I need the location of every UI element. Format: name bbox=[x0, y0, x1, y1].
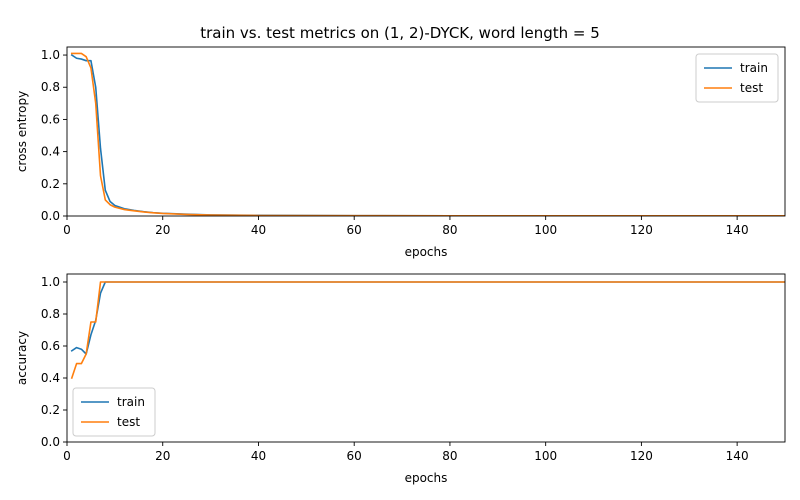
acc-x-tick-label: 40 bbox=[251, 449, 266, 463]
ce-legend-label-test: test bbox=[740, 81, 763, 95]
acc-legend: train test bbox=[72, 387, 156, 437]
acc-legend-label-train: train bbox=[117, 395, 145, 409]
acc-y-tick-label: 0.0 bbox=[41, 435, 60, 449]
ce-legend-box bbox=[695, 53, 779, 103]
acc-legend-label-test: test bbox=[117, 415, 140, 429]
acc-x-tick-label: 120 bbox=[630, 449, 653, 463]
acc-y-tick-label: 1.0 bbox=[41, 275, 60, 289]
acc-y-axis-label: accuracy bbox=[15, 331, 29, 385]
ce-axes-frame bbox=[66, 46, 786, 217]
ce-x-tick-label: 20 bbox=[155, 223, 170, 237]
ce-y-tick-label: 0.6 bbox=[41, 112, 60, 126]
ce-y-tick-label: 0.8 bbox=[41, 80, 60, 94]
figure-title: train vs. test metrics on (1, 2)-DYCK, w… bbox=[200, 24, 600, 42]
acc-x-tick-label: 20 bbox=[155, 449, 170, 463]
ce-legend: train test bbox=[695, 53, 779, 103]
acc-axes-frame bbox=[66, 273, 786, 443]
ce-x-axis-label: epochs bbox=[405, 245, 448, 259]
acc-x-tick-label: 140 bbox=[726, 449, 749, 463]
acc-y-tick-label: 0.8 bbox=[41, 307, 60, 321]
acc-plot-area bbox=[70, 281, 785, 380]
ce-x-tick-label: 40 bbox=[251, 223, 266, 237]
ce-y-axis-label: cross entropy bbox=[15, 91, 29, 172]
ce-y-tick-label: 0.2 bbox=[41, 177, 60, 191]
acc-y-tick-label: 0.6 bbox=[41, 339, 60, 353]
acc-x-axis-label: epochs bbox=[405, 471, 448, 485]
acc-legend-box bbox=[72, 387, 156, 437]
acc-x-tick-label: 100 bbox=[534, 449, 557, 463]
acc-x-tick-label: 80 bbox=[442, 449, 457, 463]
acc-x-tick-label: 0 bbox=[63, 449, 71, 463]
ce-x-tick-label: 0 bbox=[63, 223, 71, 237]
ce-y-tick-label: 1.0 bbox=[41, 48, 60, 62]
ce-x-tick-label: 100 bbox=[534, 223, 557, 237]
ce-y-tick-label: 0.4 bbox=[41, 145, 60, 159]
ce-legend-label-train: train bbox=[740, 61, 768, 75]
ce-x-tick-label: 140 bbox=[726, 223, 749, 237]
acc-y-tick-label: 0.2 bbox=[41, 403, 60, 417]
ce-x-tick-label: 60 bbox=[347, 223, 362, 237]
cross-entropy-panel: 0 20 40 60 80 100 120 140 0.0 0.2 0.4 0.6 0.8 1.0 epoc… bbox=[15, 46, 786, 259]
accuracy-panel: 0 20 40 60 80 100 120 140 0.0 0.2 0.4 0.6 0.8 1.0 epoc… bbox=[15, 273, 786, 485]
acc-y-tick-label: 0.4 bbox=[41, 371, 60, 385]
ce-x-tick-label: 80 bbox=[442, 223, 457, 237]
acc-x-tick-label: 60 bbox=[347, 449, 362, 463]
acc-series-test-line bbox=[70, 281, 785, 380]
ce-y-tick-label: 0.0 bbox=[41, 209, 60, 223]
ce-x-tick-label: 120 bbox=[630, 223, 653, 237]
